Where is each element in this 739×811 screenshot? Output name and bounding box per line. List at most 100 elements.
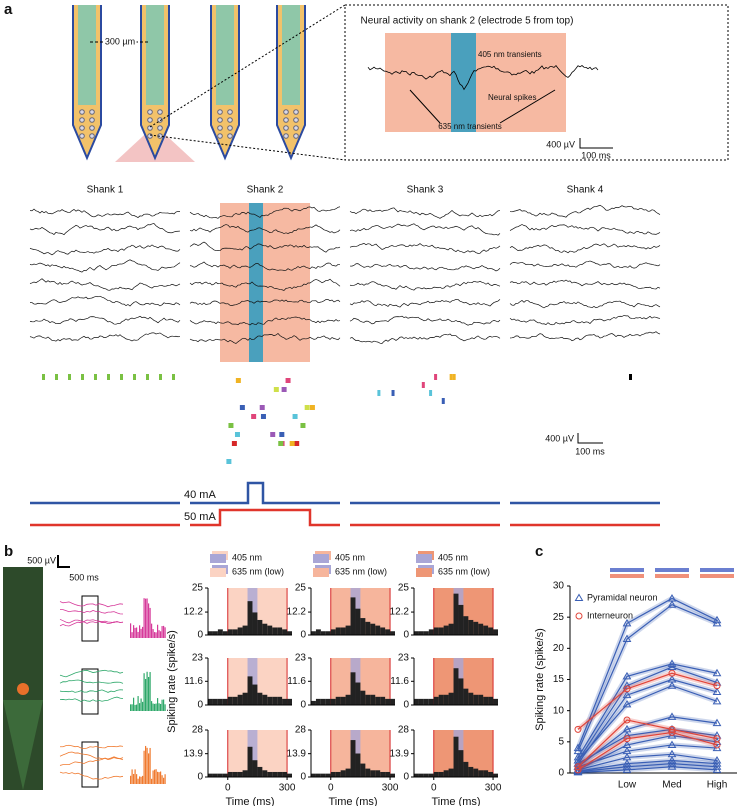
electrode <box>79 125 85 131</box>
y-tick-label: 11.6 <box>287 676 306 687</box>
y-tick-label: 15 <box>553 674 565 685</box>
x-tick-label: 300 <box>485 783 502 794</box>
spike-tick <box>278 441 284 446</box>
light-bar-red <box>610 574 644 578</box>
hist-bar <box>242 625 248 635</box>
autocorr-bar <box>146 747 148 784</box>
line <box>577 728 718 765</box>
marker <box>667 759 677 767</box>
arrow <box>499 89 556 124</box>
electrode <box>227 109 233 115</box>
hist-bar <box>473 768 479 777</box>
autocorr-bar <box>133 773 135 784</box>
waveform <box>59 744 124 750</box>
trace <box>29 244 181 256</box>
label: 500 ms <box>69 572 99 582</box>
marker <box>667 740 677 748</box>
spike-tick <box>107 374 110 380</box>
trace <box>29 259 181 273</box>
hist-bar <box>473 621 479 635</box>
autocorr-bar <box>160 631 162 638</box>
hist-bar <box>355 682 361 705</box>
y-tick-label: 0 <box>403 630 409 641</box>
marker <box>712 718 722 727</box>
y-tick-label: 0 <box>197 772 203 783</box>
spike-tick <box>68 374 71 380</box>
hist-bar <box>222 698 228 705</box>
autocorr-bar <box>145 678 147 711</box>
hist-bar <box>277 627 283 635</box>
trace <box>189 261 341 271</box>
hist-bar <box>311 773 316 777</box>
y-tick-label: 23 <box>192 653 204 664</box>
hist-bar <box>232 629 238 635</box>
legend-swatch <box>210 568 226 577</box>
marker <box>712 687 722 695</box>
trace <box>509 224 661 235</box>
marker <box>712 762 722 770</box>
hist-bar <box>320 698 326 705</box>
marker <box>667 762 677 770</box>
marker <box>712 765 722 773</box>
spike-tick <box>226 459 232 464</box>
autocorr-bar <box>140 628 142 638</box>
y-tick-label: 0 <box>300 630 306 641</box>
hist-bar <box>493 629 498 635</box>
legend-label: Interneuron <box>587 610 633 620</box>
electrode <box>89 133 95 139</box>
y-tick-label: 28 <box>398 725 410 736</box>
spike-tick <box>279 432 285 437</box>
hist-bar <box>208 631 213 635</box>
line <box>577 731 718 771</box>
hist-bar <box>385 629 391 635</box>
label: 400 µV <box>546 139 575 149</box>
waveform <box>59 669 124 678</box>
x-tick-label: 300 <box>382 783 399 794</box>
electrode <box>217 109 223 115</box>
electrode <box>227 133 233 139</box>
spike-tick <box>449 374 453 380</box>
hist-bar <box>311 631 316 635</box>
electrode <box>147 117 153 123</box>
autocorr-bar <box>161 626 163 638</box>
hist-bar <box>340 627 346 635</box>
hist-bar <box>227 629 233 635</box>
autocorr-bar <box>136 774 138 784</box>
autocorr-bar <box>160 771 162 784</box>
hist-bar <box>237 694 243 705</box>
spike-tick <box>235 378 241 383</box>
spike-tick <box>434 374 438 380</box>
trace <box>509 243 661 254</box>
waveform <box>59 751 124 761</box>
legend-swatch <box>416 568 432 577</box>
y-tick-label: 28 <box>192 725 204 736</box>
autocorr-bar <box>142 701 144 711</box>
hist-bar <box>438 771 444 777</box>
hist-bar <box>315 773 321 777</box>
probe-core <box>146 5 164 105</box>
hist-bar <box>330 771 336 777</box>
electrode <box>157 133 163 139</box>
marker <box>623 716 631 724</box>
autocorr-bar <box>152 629 154 638</box>
inset-title: Neural activity on shank 2 (electrode 5 … <box>361 16 574 27</box>
spike-tick <box>231 441 237 446</box>
spike-tick <box>281 387 287 392</box>
zoom-line <box>149 134 346 161</box>
x-tick-label: High <box>707 780 728 791</box>
hist-bar <box>350 672 356 705</box>
hist-bar <box>212 631 218 635</box>
spike-tick <box>421 382 425 388</box>
scale-bar <box>57 555 70 568</box>
electrode <box>217 117 223 123</box>
marker <box>622 671 632 680</box>
probe-core <box>216 5 234 105</box>
hist-bar <box>325 631 331 635</box>
line <box>577 678 718 764</box>
marker <box>574 725 582 733</box>
autocorr-bar <box>157 698 159 711</box>
trace <box>349 223 501 236</box>
line <box>577 597 718 749</box>
y-axis-label: Spiking rate (spike/s) <box>166 630 178 733</box>
autocorr-bar <box>158 630 160 638</box>
